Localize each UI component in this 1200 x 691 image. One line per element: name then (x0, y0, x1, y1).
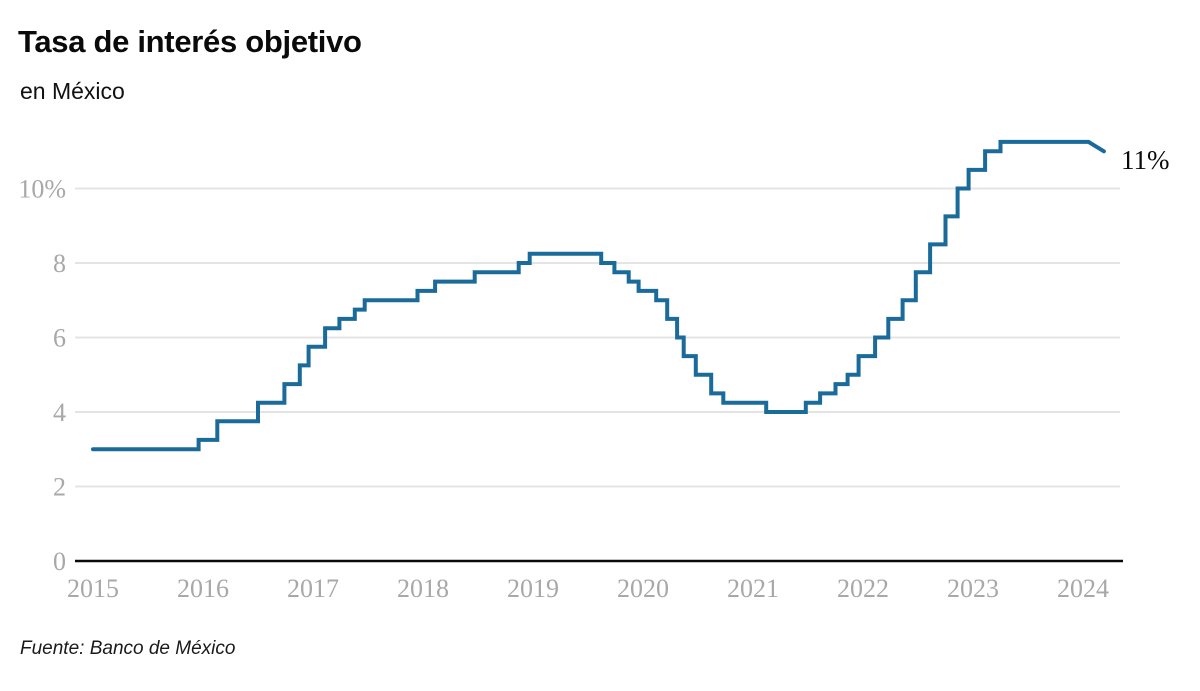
x-tick-label: 2021 (727, 574, 779, 603)
x-tick-label: 2024 (1057, 574, 1109, 603)
y-tick-label: 4 (53, 398, 66, 427)
x-tick-label: 2022 (837, 574, 889, 603)
x-tick-label: 2020 (617, 574, 669, 603)
y-tick-label: 2 (53, 473, 66, 502)
x-tick-label: 2018 (397, 574, 449, 603)
y-tick-label: 8 (53, 249, 66, 278)
y-tick-label: 6 (53, 324, 66, 353)
x-tick-label: 2023 (947, 574, 999, 603)
chart-subtitle: en México (20, 78, 125, 104)
x-tick-label: 2019 (507, 574, 559, 603)
rate-line (91, 139, 1106, 452)
x-tick-label: 2015 (67, 574, 119, 603)
x-tick-label: 2017 (287, 574, 339, 603)
y-tick-label: 0 (53, 547, 66, 576)
end-value-label: 11% (1121, 145, 1170, 175)
chart-title: Tasa de interés objetivo (18, 24, 362, 59)
source-note: Fuente: Banco de México (20, 638, 236, 659)
x-tick-label: 2016 (177, 574, 229, 603)
y-tick-label: 10% (18, 175, 66, 204)
